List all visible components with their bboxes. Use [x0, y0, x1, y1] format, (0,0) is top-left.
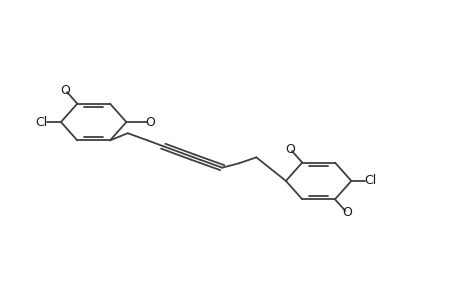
Text: Cl: Cl — [364, 174, 376, 188]
Text: O: O — [341, 206, 351, 219]
Text: O: O — [60, 84, 70, 97]
Text: Cl: Cl — [36, 116, 48, 128]
Text: O: O — [285, 142, 295, 155]
Text: O: O — [145, 116, 155, 128]
